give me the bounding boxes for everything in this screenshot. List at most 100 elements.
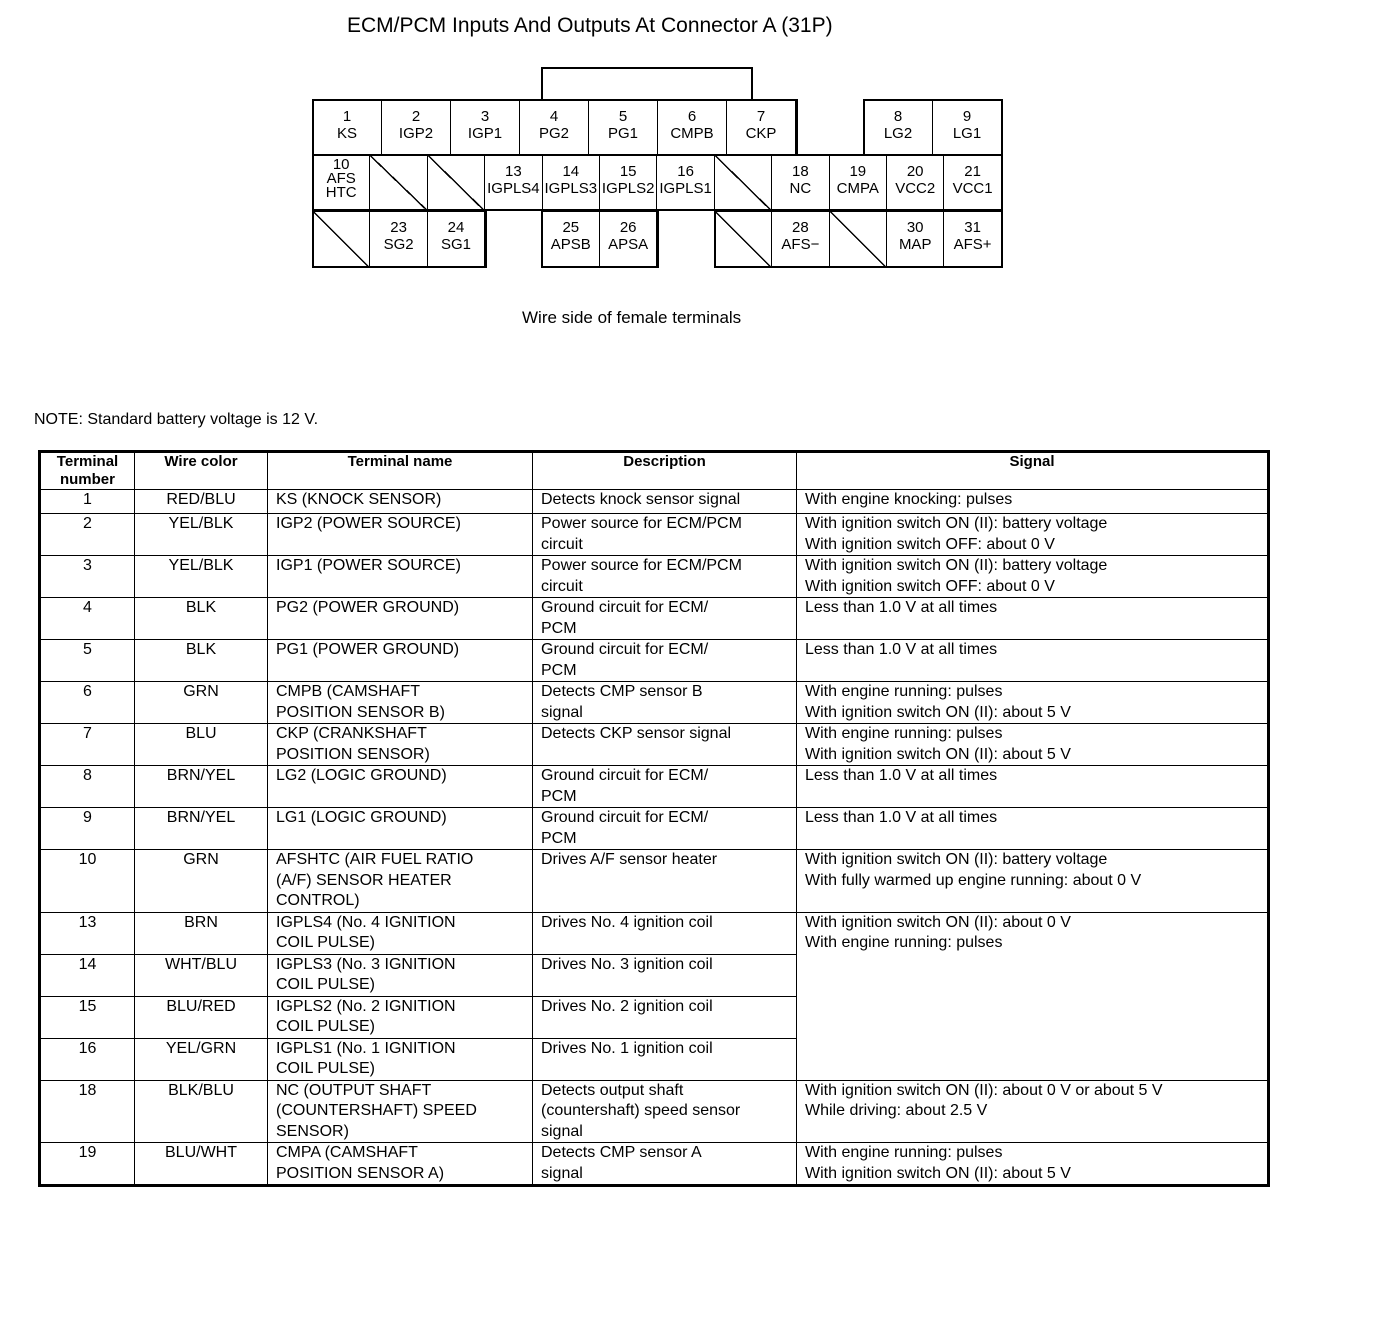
wire-color: GRN <box>134 849 268 913</box>
wire-color: BLU/WHT <box>134 1142 268 1185</box>
table-row: 9 BRN/YEL LG1 (LOGIC GROUND) Ground circuit… <box>40 807 1268 850</box>
connector-terminal: 19 CMPA <box>828 154 887 211</box>
note: NOTE: Standard battery voltage is 12 V. <box>34 411 319 428</box>
table-row: 10 GRN AFSHTC (AIR FUEL RATIO (A/F) SENSOR… <box>40 849 1268 913</box>
signal: With ignition switch ON (II): about 0 V … <box>796 1079 1268 1143</box>
terminal-number: 8 <box>40 765 135 808</box>
terminal-number: 9 <box>40 807 135 850</box>
terminal-number: 10 <box>40 849 135 913</box>
connector-empty-cavity <box>713 154 773 211</box>
connector-empty-cavity <box>828 210 887 268</box>
terminal-number: 16 <box>40 1037 135 1081</box>
connector-terminal: 14 IGPLS3 <box>541 154 600 211</box>
connector-terminal: 18 NC <box>771 154 830 211</box>
connector-terminal: 3 IGP1 <box>450 99 520 156</box>
table-row: 4 BLK PG2 (POWER GROUND) Ground circuit for… <box>40 597 1268 640</box>
wire-color: BLK <box>134 597 268 640</box>
signal: With engine running: pulses With ignitio… <box>796 681 1268 724</box>
description: Drives A/F sensor heater <box>532 849 797 913</box>
connector-terminal: 20 VCC2 <box>886 154 945 211</box>
description: Ground circuit for ECM/ PCM <box>532 639 797 682</box>
signal: With ignition switch ON (II): battery vo… <box>796 513 1268 556</box>
terminal-name: NC (OUTPUT SHAFT (COUNTERSHAFT) SPEED SE… <box>267 1079 533 1143</box>
connector-terminal: 4 PG2 <box>519 99 589 156</box>
table-row: 5 BLK PG1 (POWER GROUND) Ground circuit for… <box>40 639 1268 682</box>
description: Drives No. 4 ignition coil <box>532 911 797 955</box>
terminal-name: AFSHTC (AIR FUEL RATIO (A/F) SENSOR HEAT… <box>267 849 533 913</box>
table-row: 15 BLU/RED IGPLS2 (No. 2 IGNITION COIL PUL… <box>40 995 1268 1039</box>
connector-terminal: 31 AFS+ <box>943 210 1002 268</box>
table-row: 8 BRN/YEL LG2 (LOGIC GROUND) Ground circuit… <box>40 765 1268 808</box>
terminal-name: LG2 (LOGIC GROUND) <box>267 765 533 808</box>
connector-terminal: 1 KS <box>312 99 382 156</box>
connector-terminal: 5 PG1 <box>588 99 658 156</box>
terminal-name: LG1 (LOGIC GROUND) <box>267 807 533 850</box>
connector-empty-cavity <box>713 210 773 268</box>
connector-terminal: 8 LG2 <box>863 99 933 156</box>
table-row: 19 BLU/WHT CMPA (CAMSHAFT POSITION SENSOR … <box>40 1142 1268 1185</box>
signal: Less than 1.0 V at all times <box>796 639 1268 682</box>
signal: Less than 1.0 V at all times <box>796 765 1268 808</box>
connector-empty-cavity <box>369 154 428 211</box>
wire-color: BLU <box>134 723 268 766</box>
terminal-number: 3 <box>40 555 135 598</box>
connector-terminal: 26 APSA <box>599 210 658 268</box>
signal: With ignition switch ON (II): about 0 V … <box>796 911 1268 1081</box>
header-wire-color: Wire color <box>134 452 268 490</box>
signal: With engine knocking: pulses <box>796 489 1268 514</box>
terminal-name: PG1 (POWER GROUND) <box>267 639 533 682</box>
connector-terminal: 7 CKP <box>726 99 796 156</box>
terminal-number: 13 <box>40 911 135 955</box>
terminal-number: 14 <box>40 953 135 997</box>
connector-empty-cavity <box>426 154 486 211</box>
terminal-number: 4 <box>40 597 135 640</box>
connector-terminal: 16 IGPLS1 <box>656 154 715 211</box>
header-terminal-name: Terminal name <box>267 452 533 490</box>
table-row: 1 RED/BLU KS (KNOCK SENSOR) Detects knock s… <box>40 489 1268 514</box>
description: Drives No. 3 ignition coil <box>532 953 797 997</box>
terminal-name: IGPLS3 (No. 3 IGNITION COIL PULSE) <box>267 953 533 997</box>
signal: Less than 1.0 V at all times <box>796 597 1268 640</box>
terminal-name: PG2 (POWER GROUND) <box>267 597 533 640</box>
terminal-table: Terminal number Wire color Terminal name De… <box>38 450 1270 1187</box>
table-row: 6 GRN CMPB (CAMSHAFT POSITION SENSOR B) Det… <box>40 681 1268 724</box>
connector-terminal: 6 CMPB <box>657 99 727 156</box>
wire-color: YEL/BLK <box>134 555 268 598</box>
wire-color: RED/BLU <box>134 489 268 514</box>
wire-color: GRN <box>134 681 268 724</box>
description: Ground circuit for ECM/ PCM <box>532 807 797 850</box>
signal: With engine running: pulses With ignitio… <box>796 1142 1268 1185</box>
header-description: Description <box>532 452 797 490</box>
terminal-name: IGPLS4 (No. 4 IGNITION COIL PULSE) <box>267 911 533 955</box>
terminal-number: 18 <box>40 1079 135 1143</box>
terminal-name: IGP2 (POWER SOURCE) <box>267 513 533 556</box>
terminal-name: CMPA (CAMSHAFT POSITION SENSOR A) <box>267 1142 533 1185</box>
description: Drives No. 1 ignition coil <box>532 1037 797 1081</box>
header-signal: Signal <box>796 452 1268 490</box>
header-terminal-number: Terminal number <box>40 452 135 490</box>
connector-terminal: 23 SG2 <box>369 210 428 268</box>
description: Drives No. 2 ignition coil <box>532 995 797 1039</box>
wire-color: YEL/GRN <box>134 1037 268 1081</box>
terminal-number: 15 <box>40 995 135 1039</box>
description: Power source for ECM/PCM circuit <box>532 513 797 556</box>
connector-terminal: 10 AFS HTC <box>312 154 371 211</box>
page-title: ECM/PCM Inputs And Outputs At Connector … <box>347 14 833 37</box>
table-row: 18 BLK/BLU NC (OUTPUT SHAFT (COUNTERSHAFT)… <box>40 1079 1268 1143</box>
terminal-name: IGPLS2 (No. 2 IGNITION COIL PULSE) <box>267 995 533 1039</box>
wire-color: BRN/YEL <box>134 765 268 808</box>
connector-lock-tab <box>541 67 753 101</box>
table-row: 16 YEL/GRN IGPLS1 (No. 1 IGNITION COIL PUL… <box>40 1037 1268 1081</box>
connector-terminal: 25 APSB <box>541 210 600 268</box>
description: Detects CKP sensor signal <box>532 723 797 766</box>
description: Power source for ECM/PCM circuit <box>532 555 797 598</box>
terminal-name: IGPLS1 (No. 1 IGNITION COIL PULSE) <box>267 1037 533 1081</box>
terminal-name: IGP1 (POWER SOURCE) <box>267 555 533 598</box>
connector-terminal: 28 AFS− <box>771 210 830 268</box>
wire-color: BLU/RED <box>134 995 268 1039</box>
table-row: 7 BLU CKP (CRANKSHAFT POSITION SENSOR) Dete… <box>40 723 1268 766</box>
description: Detects CMP sensor B signal <box>532 681 797 724</box>
description: Ground circuit for ECM/ PCM <box>532 765 797 808</box>
terminal-name: KS (KNOCK SENSOR) <box>267 489 533 514</box>
signal: With engine running: pulses With ignitio… <box>796 723 1268 766</box>
